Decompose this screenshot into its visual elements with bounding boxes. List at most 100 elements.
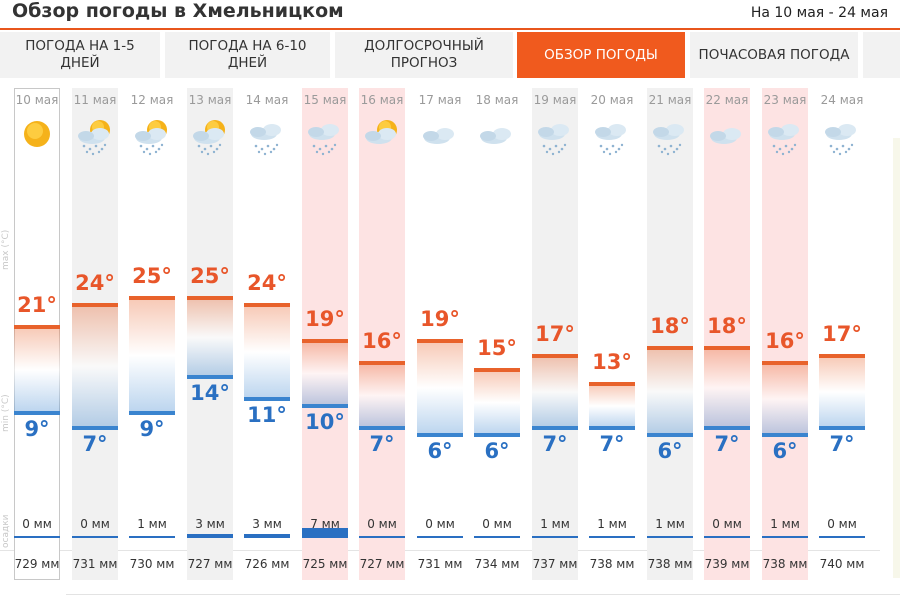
precip-bar bbox=[417, 536, 463, 538]
pressure-label: 737 мм bbox=[532, 557, 578, 571]
temp-range-bar bbox=[704, 348, 750, 428]
max-temp-label: 24° bbox=[75, 271, 115, 296]
day-date: 23 мая bbox=[763, 93, 807, 107]
max-temp-mark bbox=[244, 303, 290, 308]
temp-range-bar bbox=[647, 348, 693, 435]
pressure-label: 738 мм bbox=[589, 557, 635, 571]
max-temp-mark bbox=[762, 360, 808, 365]
pressure-label: 740 мм bbox=[819, 557, 865, 571]
footer-line bbox=[66, 594, 900, 595]
tab-4[interactable]: ОБЗОР ПОГОДЫ bbox=[517, 32, 685, 78]
temp-range-bar bbox=[532, 355, 578, 428]
max-temp-mark bbox=[704, 346, 750, 351]
temp-range-bar bbox=[762, 362, 808, 435]
min-temp-mark bbox=[72, 425, 118, 430]
min-temp-label: 7° bbox=[714, 431, 740, 456]
max-temp-label: 24° bbox=[247, 271, 287, 296]
pressure-label: 731 мм bbox=[72, 557, 118, 571]
cloud-rain-icon bbox=[589, 114, 635, 156]
tab-2[interactable]: ПОГОДА НА 6-10 ДНЕЙ bbox=[165, 32, 330, 78]
precip-label: 1 мм bbox=[655, 517, 685, 531]
max-temp-mark bbox=[589, 382, 635, 387]
precip-label: 0 мм bbox=[22, 517, 52, 531]
tab-3[interactable]: ДОЛГОСРОЧНЫЙ ПРОГНОЗ bbox=[335, 32, 513, 78]
precip-bar bbox=[14, 536, 60, 538]
min-temp-mark bbox=[359, 425, 405, 430]
day-column bbox=[589, 88, 635, 580]
precip-label: 1 мм bbox=[540, 517, 570, 531]
header-divider bbox=[0, 28, 900, 30]
pressure-label: 727 мм bbox=[187, 557, 233, 571]
temp-range-bar bbox=[187, 298, 233, 378]
min-temp-label: 7° bbox=[82, 431, 108, 456]
precip-label: 0 мм bbox=[80, 517, 110, 531]
min-temp-label: 9° bbox=[139, 417, 165, 442]
precip-label: 7 мм bbox=[310, 517, 340, 531]
day-column bbox=[417, 88, 463, 580]
min-temp-mark bbox=[819, 425, 865, 430]
max-temp-mark bbox=[129, 296, 175, 300]
precip-bar bbox=[244, 533, 290, 538]
precip-bar bbox=[819, 536, 865, 538]
precip-bar bbox=[532, 536, 578, 538]
max-temp-mark bbox=[532, 353, 578, 358]
date-range: На 10 мая - 24 мая bbox=[750, 5, 888, 21]
temp-range-bar bbox=[72, 305, 118, 428]
max-temp-label: 25° bbox=[132, 264, 172, 288]
day-column bbox=[474, 88, 520, 580]
temp-range-bar bbox=[819, 355, 865, 428]
tab-5[interactable]: ПОЧАСОВАЯ ПОГОДА bbox=[690, 32, 858, 78]
min-temp-label: 6° bbox=[427, 438, 453, 463]
tab-1[interactable]: ПОГОДА НА 1-5 ДНЕЙ bbox=[0, 32, 160, 78]
day-column bbox=[302, 88, 348, 580]
pressure-label: 734 мм bbox=[474, 557, 520, 571]
max-temp-mark bbox=[359, 360, 405, 365]
max-temp-label: 18° bbox=[650, 314, 690, 339]
temp-range-bar bbox=[302, 341, 348, 406]
min-temp-mark bbox=[589, 425, 635, 430]
precip-label: 3 мм bbox=[195, 517, 225, 531]
pressure-label: 725 мм bbox=[302, 557, 348, 571]
day-date: 10 мая bbox=[15, 93, 59, 107]
cloud-rain-icon bbox=[244, 114, 290, 156]
pressure-label: 738 мм bbox=[647, 557, 693, 571]
temp-range-bar bbox=[129, 298, 175, 414]
page-title: Обзор погоды в Хмельницком bbox=[12, 0, 344, 22]
temp-range-bar bbox=[244, 305, 290, 399]
pressure-label: 731 мм bbox=[417, 557, 463, 571]
temp-range-bar bbox=[589, 384, 635, 428]
pressure-divider bbox=[0, 550, 880, 551]
sun-cloud-rain-icon bbox=[72, 114, 118, 156]
precip-label: 0 мм bbox=[712, 517, 742, 531]
min-temp-mark bbox=[187, 375, 233, 380]
max-temp-mark bbox=[647, 346, 693, 351]
sun-cloud-rain-icon bbox=[187, 114, 233, 156]
precip-label: 1 мм bbox=[137, 517, 167, 531]
min-temp-mark bbox=[244, 396, 290, 401]
tab-bar: ПОГОДА НА 1-5 ДНЕЙ ПОГОДА НА 6-10 ДНЕЙ ДОЛ… bbox=[0, 32, 900, 78]
precip-bar bbox=[359, 536, 405, 538]
sun-cloud-rain-icon bbox=[129, 114, 175, 156]
day-column bbox=[532, 88, 578, 580]
day-date: 17 мая bbox=[418, 93, 462, 107]
pressure-label: 739 мм bbox=[704, 557, 750, 571]
day-column bbox=[704, 88, 750, 580]
precip-bar bbox=[302, 528, 348, 538]
cloud-icon bbox=[704, 114, 750, 156]
pressure-label: 738 мм bbox=[762, 557, 808, 571]
precip-bar bbox=[129, 536, 175, 538]
min-temp-label: 6° bbox=[484, 438, 510, 463]
precip-bar bbox=[704, 536, 750, 538]
max-temp-label: 16° bbox=[765, 328, 805, 353]
side-panel bbox=[893, 138, 900, 578]
min-temp-mark bbox=[532, 425, 578, 430]
day-date: 22 мая bbox=[705, 93, 749, 107]
max-temp-label: 25° bbox=[190, 264, 230, 288]
min-temp-label: 6° bbox=[772, 438, 798, 463]
max-temp-mark bbox=[302, 339, 348, 344]
precip-label: 0 мм bbox=[425, 517, 455, 531]
min-temp-label: 6° bbox=[657, 438, 683, 463]
min-temp-label: 11° bbox=[247, 402, 287, 427]
temp-range-bar bbox=[474, 370, 520, 435]
precip-bar bbox=[187, 533, 233, 538]
